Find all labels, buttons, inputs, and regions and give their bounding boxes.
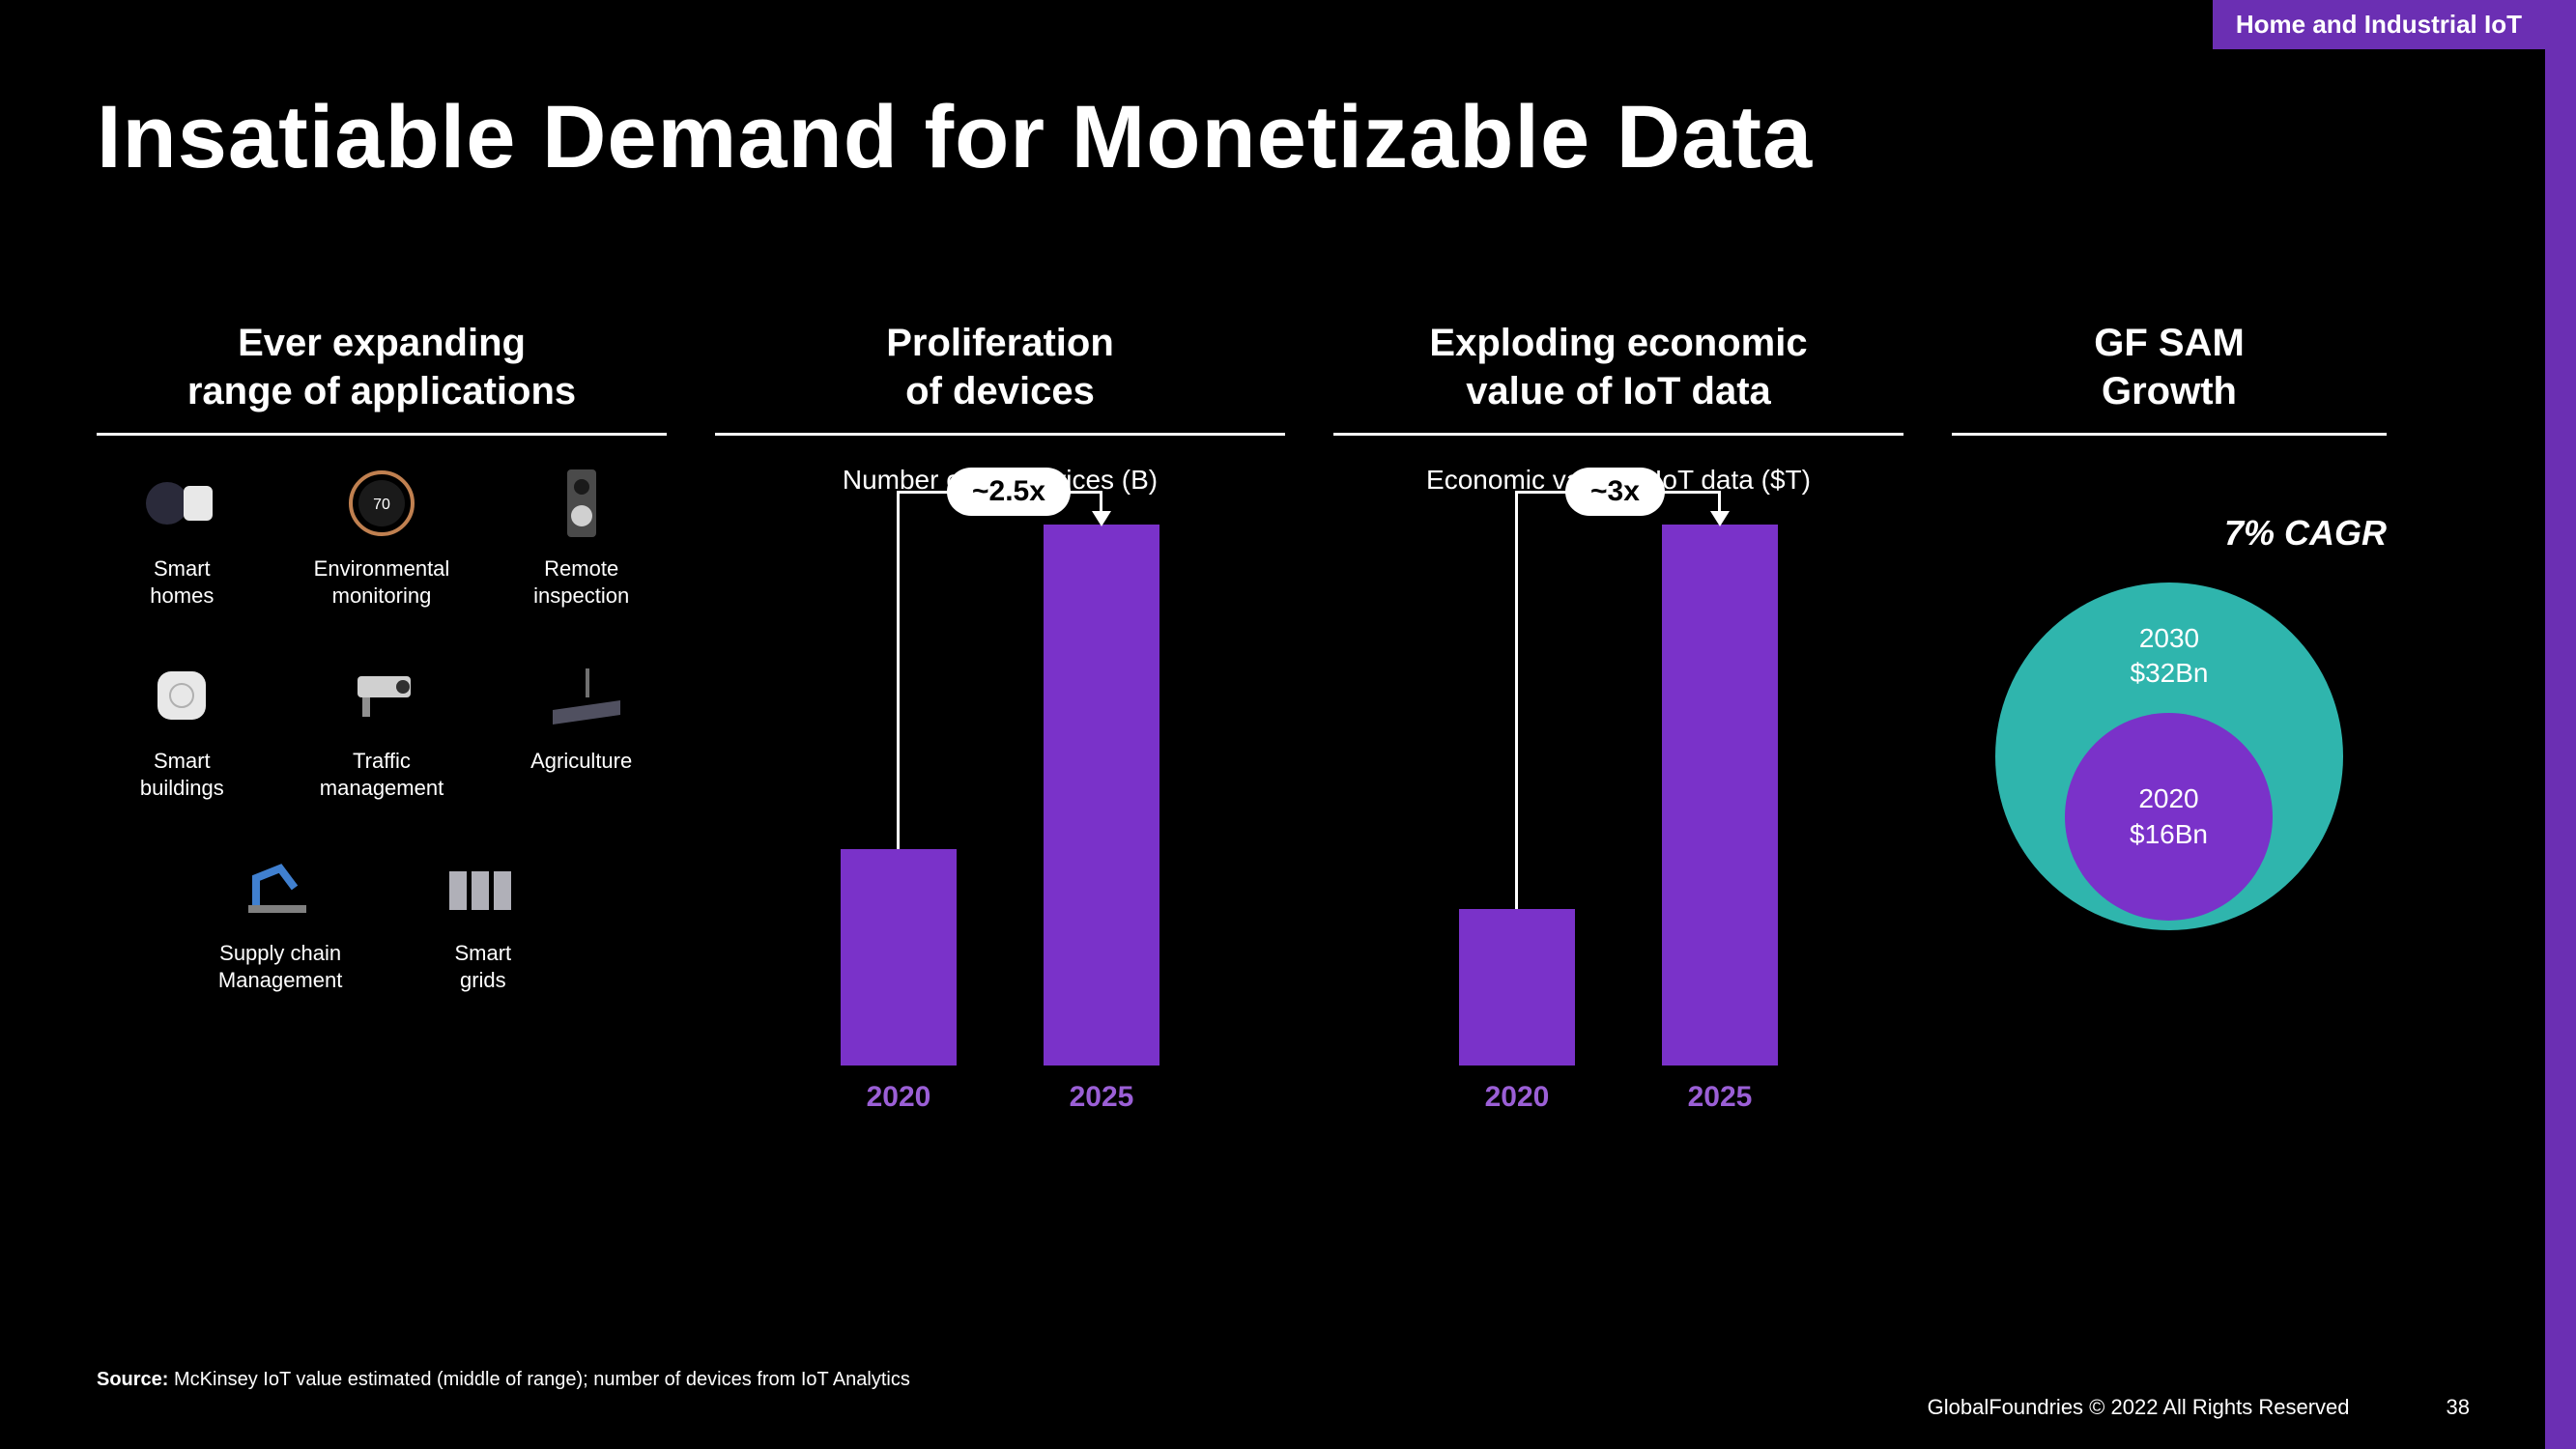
app-label: Remote inspection (496, 555, 667, 609)
source-label: Source: (97, 1369, 168, 1390)
smart-homes-icon (143, 465, 220, 542)
footer: GlobalFoundries © 2022 All Rights Reserv… (1928, 1395, 2470, 1420)
sam-circles: 2030 $32Bn 2020 $16Bn (1995, 582, 2343, 930)
bar (1459, 909, 1575, 1065)
source-note: Source: McKinsey IoT value estimated (mi… (97, 1369, 910, 1391)
camera-icon (343, 657, 420, 734)
col1-heading: Ever expanding range of applications (97, 319, 667, 436)
app-label: Traffic management (297, 748, 468, 801)
app-label: Smart homes (97, 555, 268, 609)
bar (841, 849, 957, 1065)
app-grid-row1-2: Smart homes 70 Environmental monitoring … (97, 465, 667, 801)
side-stripe (2545, 0, 2576, 1449)
app-grid-row3: Supply chain Management Smart grids (193, 849, 569, 993)
copyright: GlobalFoundries © 2022 All Rights Reserv… (1928, 1395, 2350, 1420)
solar-icon (543, 657, 620, 734)
svg-text:70: 70 (373, 497, 390, 513)
x-label: 2020 (841, 1081, 957, 1114)
app-smart-grids: Smart grids (396, 849, 570, 993)
app-agriculture: Agriculture (496, 657, 667, 801)
doorbell-icon (543, 465, 620, 542)
page-number: 38 (2447, 1395, 2470, 1420)
col-economic: Exploding economic value of IoT data Eco… (1333, 319, 1903, 1114)
app-label: Agriculture (496, 748, 667, 775)
grid-icon (444, 849, 522, 926)
app-smart-homes: Smart homes (97, 465, 268, 609)
app-label: Supply chain Management (193, 940, 367, 993)
col4-heading: GF SAM Growth (1952, 319, 2387, 436)
source-text: McKinsey IoT value estimated (middle of … (168, 1369, 909, 1390)
col-applications: Ever expanding range of applications Sma… (97, 319, 667, 1114)
columns-row: Ever expanding range of applications Sma… (97, 319, 2479, 1114)
x-label: 2025 (1044, 1081, 1159, 1114)
x-label: 2020 (1459, 1081, 1575, 1114)
app-label: Smart grids (396, 940, 570, 993)
thermostat-icon: 70 (343, 465, 420, 542)
section-badge: Home and Industrial IoT (2213, 0, 2545, 49)
app-env-monitoring: 70 Environmental monitoring (297, 465, 468, 609)
app-label: Smart buildings (97, 748, 268, 801)
col-devices: Proliferation of devices Number of IoT d… (715, 319, 1285, 1114)
cagr-label: 7% CAGR (1952, 513, 2387, 554)
circle-outer-value: $32Bn (2131, 656, 2209, 691)
app-traffic: Traffic management (297, 657, 468, 801)
app-remote-inspection: Remote inspection (496, 465, 667, 609)
multiplier-bubble: ~3x (1565, 468, 1665, 516)
robot-arm-icon (242, 849, 319, 926)
chart-devices: 20202025~2.5x (715, 515, 1285, 1114)
col2-heading: Proliferation of devices (715, 319, 1285, 436)
app-smart-buildings: Smart buildings (97, 657, 268, 801)
slide-title: Insatiable Demand for Monetizable Data (97, 87, 1813, 188)
circle-inner-value: $16Bn (2130, 817, 2208, 852)
circle-2020: 2020 $16Bn (2065, 713, 2273, 921)
circle-inner-year: 2020 (2138, 781, 2198, 816)
multiplier-bubble: ~2.5x (947, 468, 1071, 516)
col3-heading: Exploding economic value of IoT data (1333, 319, 1903, 436)
sensor-icon (143, 657, 220, 734)
col-sam-growth: GF SAM Growth 7% CAGR 2030 $32Bn 2020 $1… (1952, 319, 2387, 1114)
app-label: Environmental monitoring (297, 555, 468, 609)
chart-economic: 20202025~3x (1333, 515, 1903, 1114)
x-label: 2025 (1662, 1081, 1778, 1114)
circle-outer-year: 2030 (2139, 621, 2199, 656)
app-supply-chain: Supply chain Management (193, 849, 367, 993)
